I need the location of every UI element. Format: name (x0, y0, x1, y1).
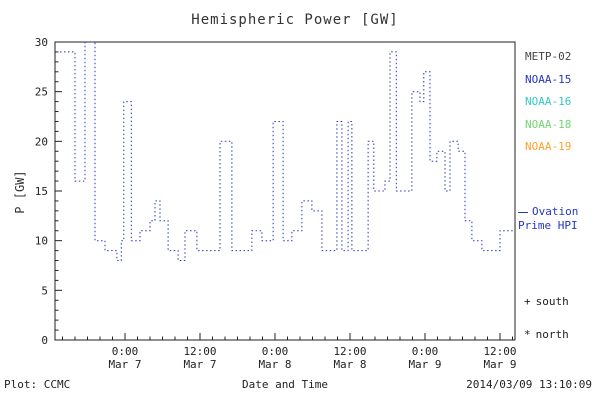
y-tick-label: 25 (35, 86, 48, 99)
south-label: south (535, 295, 569, 308)
model-name-line2: Prime HPI (518, 219, 578, 232)
data-series-line (60, 41, 515, 261)
y-tick-label: 5 (41, 284, 48, 297)
y-tick-label: 15 (35, 185, 48, 198)
north-marker-legend: * north (524, 328, 569, 341)
x-tick-time-label: 12:00 (333, 345, 366, 358)
x-tick-time-label: 12:00 (483, 345, 516, 358)
x-tick-date-label: Mar 8 (258, 358, 291, 371)
x-tick-date-label: Mar 9 (483, 358, 516, 371)
y-tick-label: 10 (35, 235, 48, 248)
asterisk-marker-icon: * (524, 328, 531, 341)
satellite-legend: METP-02 NOAA-15 NOAA-16 NOAA-18 NOAA-19 (525, 46, 571, 159)
model-legend-row: Ovation (518, 205, 578, 219)
legend-item-noaa-15: NOAA-15 (525, 72, 572, 86)
legend-item-metp-02: METP-02 (525, 50, 572, 63)
line-sample-icon (518, 211, 528, 213)
timestamp: 2014/03/09 13:10:09 (466, 378, 592, 391)
x-tick-time-label: 12:00 (183, 345, 216, 358)
x-axis-label: Date and Time (241, 378, 329, 391)
x-tick-date-label: Mar 8 (333, 358, 366, 371)
chart-title: Hemispheric Power [GW] (191, 12, 399, 28)
north-label: north (535, 328, 569, 341)
x-tick-time-label: 0:00 (112, 345, 139, 358)
y-tick-label: 20 (35, 135, 48, 148)
plot-credit: Plot: CCMC (4, 378, 71, 391)
x-tick-time-label: 0:00 (262, 345, 289, 358)
y-tick-label: 30 (35, 36, 48, 49)
model-legend: Ovation Prime HPI (518, 205, 578, 233)
y-tick-label: 0 (41, 334, 48, 347)
x-tick-time-label: 0:00 (412, 345, 439, 358)
legend-item-noaa-18: NOAA-18 (525, 117, 572, 131)
x-tick-date-label: Mar 9 (408, 358, 441, 371)
x-tick-date-label: Mar 7 (183, 358, 216, 371)
x-tick-date-label: Mar 7 (108, 358, 141, 371)
legend-item-noaa-19: NOAA-19 (525, 140, 572, 153)
south-marker-legend: + south (524, 295, 569, 308)
plus-marker-icon: + (524, 295, 531, 308)
model-name-line1: Ovation (532, 205, 579, 218)
legend-item-noaa-16: NOAA-16 (525, 95, 572, 108)
